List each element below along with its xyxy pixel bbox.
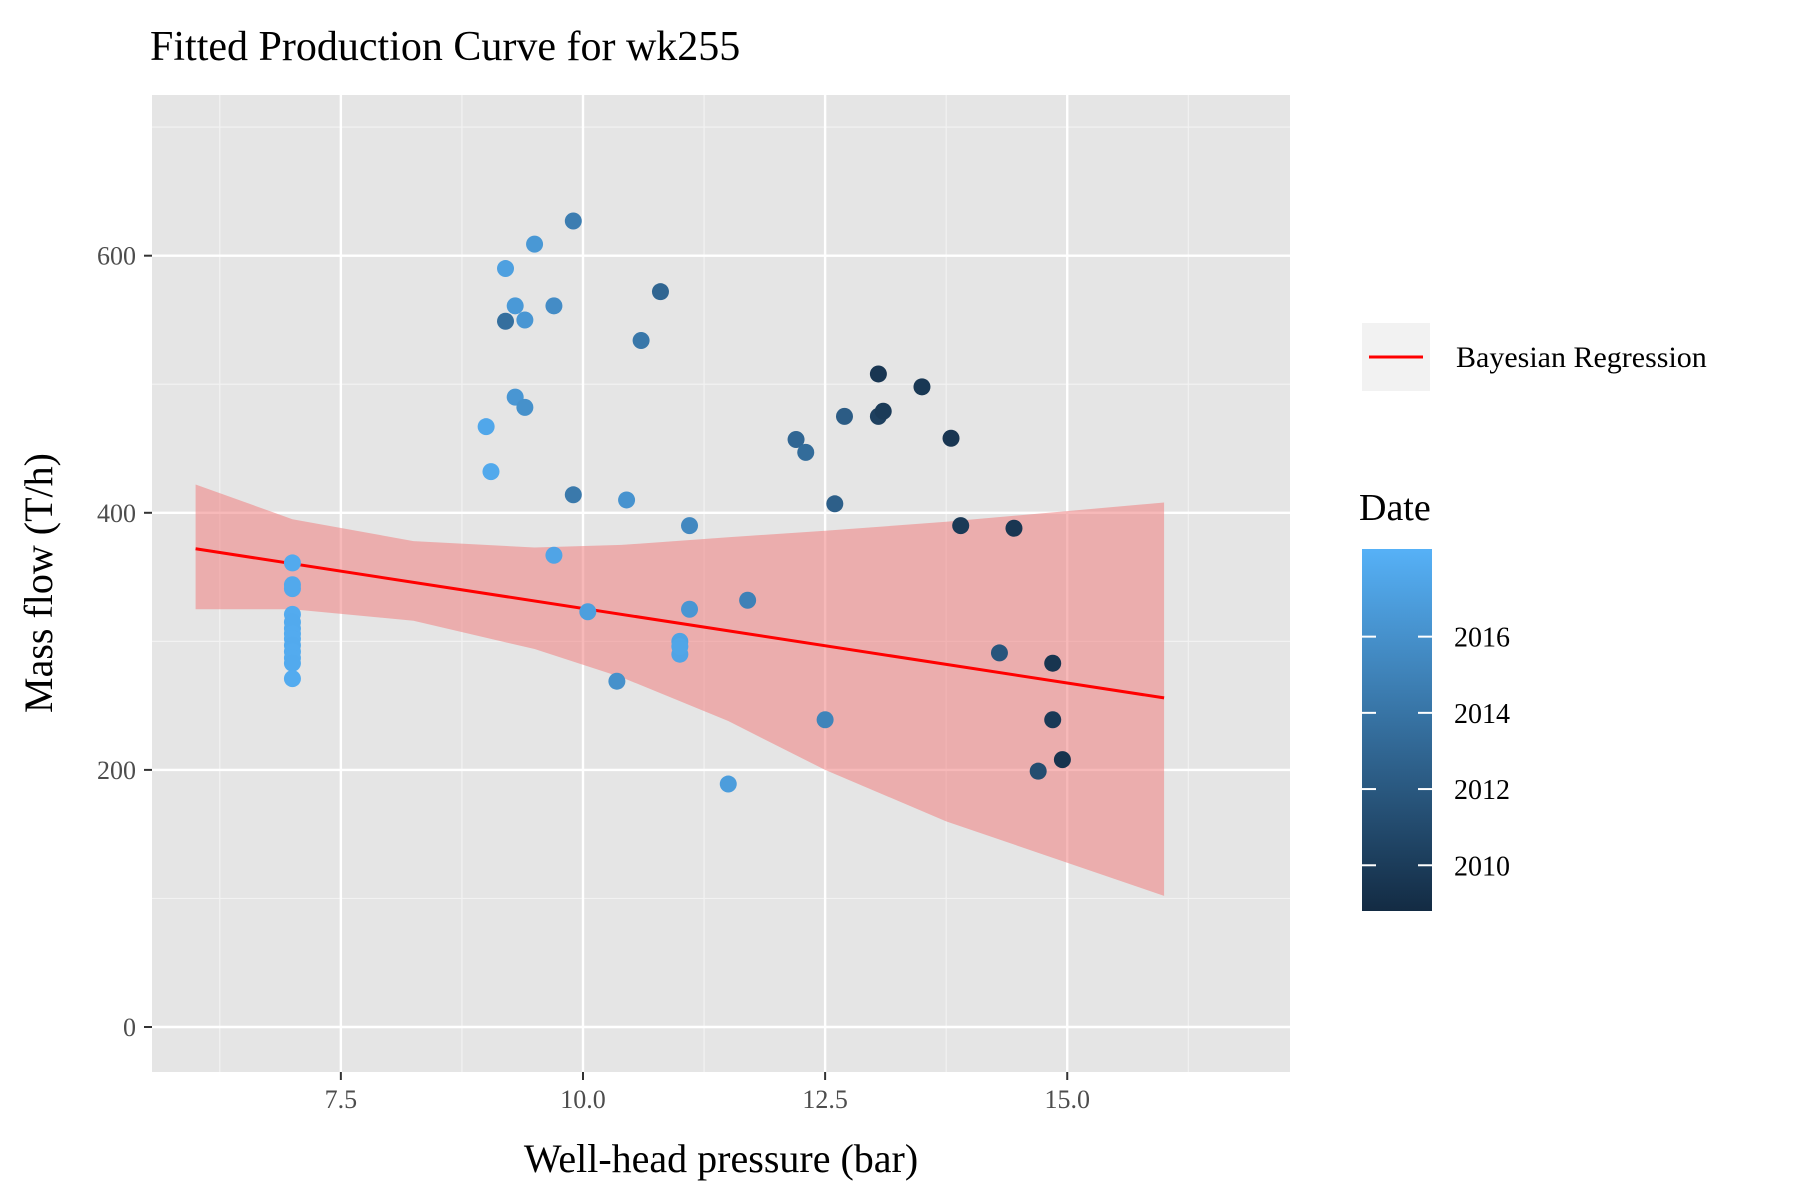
legend-line-entry: Bayesian Regression bbox=[1362, 323, 1707, 391]
data-point bbox=[952, 517, 970, 535]
x-axis-label: Well-head pressure (bar) bbox=[524, 1136, 918, 1181]
data-point bbox=[1029, 762, 1047, 780]
data-point bbox=[283, 654, 301, 672]
data-point bbox=[787, 431, 805, 449]
data-point bbox=[869, 365, 887, 383]
data-point bbox=[826, 495, 844, 513]
colorbar-title: Date bbox=[1359, 487, 1431, 529]
x-tick-label: 12.5 bbox=[802, 1085, 848, 1114]
colorbar bbox=[1362, 549, 1432, 911]
data-point bbox=[835, 407, 853, 425]
chart-title: Fitted Production Curve for wk255 bbox=[150, 24, 740, 70]
x-tick-label: 10.0 bbox=[560, 1085, 606, 1114]
data-point bbox=[545, 546, 563, 564]
data-point bbox=[671, 637, 689, 655]
data-point bbox=[482, 463, 500, 481]
data-point bbox=[990, 644, 1008, 662]
data-point bbox=[942, 429, 960, 447]
data-point bbox=[526, 235, 544, 253]
data-point bbox=[283, 554, 301, 572]
data-point bbox=[651, 283, 669, 301]
colorbar-legend: Date 2010 2012 2014 2016 bbox=[1359, 487, 1510, 911]
data-point bbox=[816, 711, 834, 729]
y-axis-label: Mass flow (T/h) bbox=[16, 453, 61, 713]
legend-label-regression: Bayesian Regression bbox=[1456, 341, 1707, 374]
data-point bbox=[681, 517, 699, 535]
data-point bbox=[497, 312, 515, 330]
data-point bbox=[797, 443, 815, 461]
data-point bbox=[1053, 751, 1071, 769]
data-point bbox=[1044, 654, 1062, 672]
data-point bbox=[564, 212, 582, 230]
data-point bbox=[564, 486, 582, 504]
colorbar-tick-label: 2010 bbox=[1454, 851, 1510, 882]
data-point bbox=[632, 332, 650, 350]
y-tick-label: 400 bbox=[97, 499, 136, 528]
regression-line bbox=[195, 547, 1165, 700]
data-point bbox=[283, 580, 301, 598]
data-point bbox=[608, 672, 626, 690]
x-tick-label: 7.5 bbox=[325, 1085, 358, 1114]
x-axis: 7.5 10.0 12.5 15.0 bbox=[325, 1072, 1090, 1114]
colorbar-tick-label: 2012 bbox=[1454, 775, 1510, 806]
colorbar-tick-label: 2016 bbox=[1454, 623, 1510, 654]
data-point bbox=[283, 670, 301, 688]
data-point bbox=[497, 260, 515, 278]
y-tick-label: 600 bbox=[97, 242, 136, 271]
data-point bbox=[913, 378, 931, 396]
line-layer bbox=[195, 547, 1165, 700]
data-point bbox=[545, 297, 563, 315]
x-tick-label: 15.0 bbox=[1044, 1085, 1090, 1114]
data-point bbox=[618, 491, 636, 509]
data-point bbox=[579, 603, 597, 621]
data-point bbox=[516, 398, 534, 416]
colorbar-ticks: 2010 2012 2014 2016 bbox=[1362, 623, 1510, 882]
data-point bbox=[719, 775, 737, 793]
data-point bbox=[739, 591, 757, 609]
points-layer bbox=[283, 212, 1071, 793]
y-tick-label: 0 bbox=[123, 1013, 136, 1042]
y-tick-label: 200 bbox=[97, 756, 136, 785]
data-point bbox=[874, 402, 892, 420]
data-point bbox=[477, 418, 495, 436]
data-point bbox=[1005, 519, 1023, 537]
data-point bbox=[516, 311, 534, 329]
data-point bbox=[506, 297, 524, 315]
y-axis: 0 200 400 600 bbox=[97, 242, 152, 1042]
colorbar-tick-label: 2014 bbox=[1454, 699, 1510, 730]
data-point bbox=[681, 600, 699, 618]
data-point bbox=[1044, 711, 1062, 729]
